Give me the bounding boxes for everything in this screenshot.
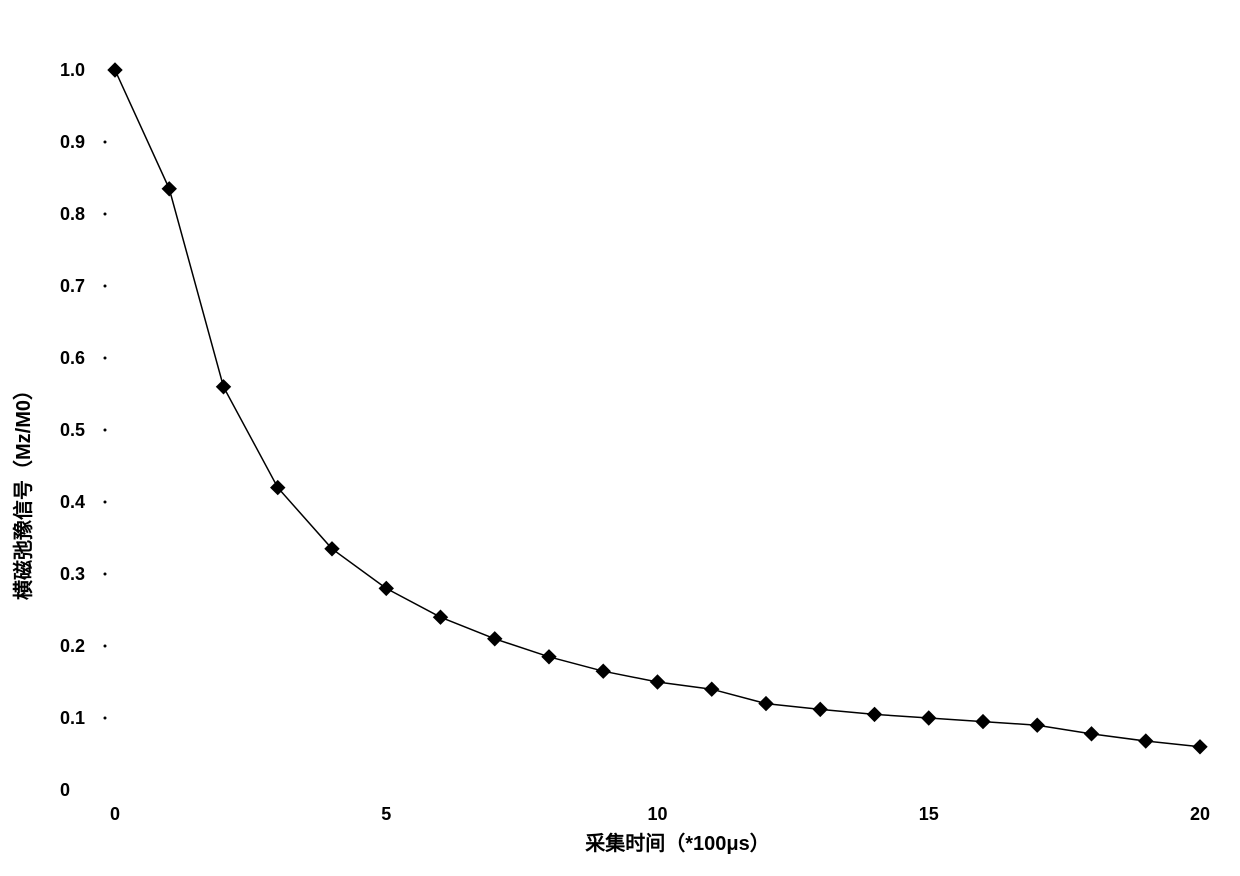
y-tick-label: 0.8 (60, 204, 85, 224)
series-line (115, 70, 1200, 747)
y-tick-label: 0.9 (60, 132, 85, 152)
chart-container: 0 0.1 0.2 0.3 0.4 0.5 0.6 0.7 0.8 0.9 1.0 0 5 10 15 20 横… (0, 0, 1240, 876)
series-marker (108, 63, 122, 77)
y-tick-label: 0.1 (60, 708, 85, 728)
series-marker (488, 632, 502, 646)
series-marker (651, 675, 665, 689)
series-marker (1139, 734, 1153, 748)
y-tick-mark (104, 213, 107, 216)
series-marker (1193, 740, 1207, 754)
series-marker (1085, 727, 1099, 741)
y-axis-title: 横磁弛豫信号（Mz/M0） (11, 380, 35, 600)
x-tick-label: 5 (381, 804, 391, 824)
y-tick-mark (104, 357, 107, 360)
x-axis-title: 采集时间（*100μs） (585, 831, 770, 855)
y-tick-mark (104, 645, 107, 648)
series-marker (759, 697, 773, 711)
series-marker (976, 715, 990, 729)
y-tick-mark (104, 501, 107, 504)
series-marker (868, 707, 882, 721)
y-tick-label: 0.3 (60, 564, 85, 584)
x-tick-label: 15 (919, 804, 939, 824)
y-tick-label: 0.6 (60, 348, 85, 368)
x-tick-label: 10 (647, 804, 667, 824)
series-marker (434, 610, 448, 624)
series-marker (705, 682, 719, 696)
series-marker (1030, 718, 1044, 732)
series-marker (542, 650, 556, 664)
series-marker (379, 581, 393, 595)
series-marker (162, 182, 176, 196)
y-tick-label: 0.4 (60, 492, 85, 512)
y-tick-mark (104, 141, 107, 144)
y-tick-mark (104, 429, 107, 432)
x-tick-label: 0 (110, 804, 120, 824)
y-tick-label: 0.7 (60, 276, 85, 296)
y-tick-mark (104, 717, 107, 720)
x-tick-label: 20 (1190, 804, 1210, 824)
series-marker (217, 380, 231, 394)
series-marker (922, 711, 936, 725)
series-marker (813, 702, 827, 716)
y-tick-mark (104, 573, 107, 576)
y-tick-label: 0.2 (60, 636, 85, 656)
series-marker (596, 664, 610, 678)
y-tick-label: 1.0 (60, 60, 85, 80)
decay-chart: 0 0.1 0.2 0.3 0.4 0.5 0.6 0.7 0.8 0.9 1.0 0 5 10 15 20 横… (0, 0, 1240, 876)
y-tick-label: 0.5 (60, 420, 85, 440)
y-tick-label: 0 (60, 780, 70, 800)
y-tick-mark (104, 285, 107, 288)
